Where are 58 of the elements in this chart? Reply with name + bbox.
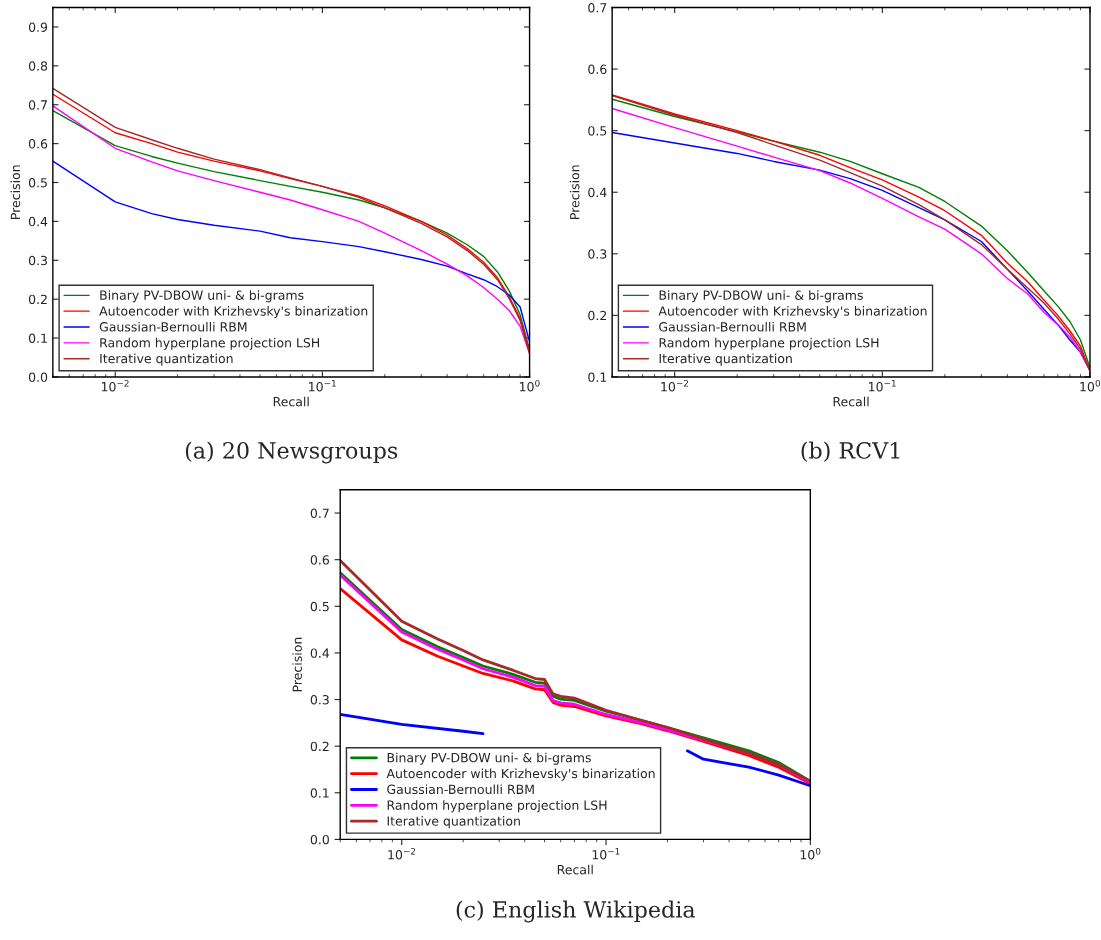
x-tick-label: 10$^{−2}$ bbox=[661, 379, 689, 392]
y-tick-label: 0.5 bbox=[588, 126, 607, 136]
x-tick-label: 10$^{−2}$ bbox=[101, 379, 129, 392]
y-tick-label: 0.5 bbox=[310, 601, 329, 612]
legend-label: Autoencoder with Krizhevsky's binarization bbox=[658, 306, 927, 319]
legend-label: Iterative quantization bbox=[659, 353, 792, 366]
x-axis-title: Recall bbox=[273, 396, 309, 407]
y-tick-label: 0.1 bbox=[28, 333, 47, 343]
legend-label: Binary PV-DBOW uni- & bi-grams bbox=[100, 290, 304, 303]
x-tick-label: 10$^{−1}$ bbox=[869, 380, 896, 392]
legend-label: Binary PV-DBOW uni- & bi-grams bbox=[659, 290, 863, 303]
y-tick-label: 0.3 bbox=[310, 695, 329, 705]
y-tick-label: 0.4 bbox=[28, 216, 48, 227]
legend-label: Gaussian-Bernoulli RBM bbox=[659, 321, 806, 332]
y-axis-title: Precision bbox=[10, 165, 21, 219]
text: (b) RCV1 bbox=[801, 441, 900, 462]
y-tick-label: 0.8 bbox=[28, 61, 48, 71]
y-axis-title: Precision bbox=[292, 637, 302, 692]
legend-label: Random hyperplane projection LSH bbox=[387, 800, 607, 813]
y-tick-label: 0.1 bbox=[310, 788, 329, 798]
y-tick-label: 0.0 bbox=[28, 372, 48, 382]
text: (a) 20 Newsgroups bbox=[185, 441, 398, 464]
legend-label: Binary PV-DBOW uni- & bi-grams bbox=[387, 752, 591, 765]
legend-label: Iterative quantization bbox=[387, 816, 520, 829]
x-axis-title: Recall bbox=[557, 864, 593, 875]
legend-label: Random hyperplane projection LSH bbox=[100, 337, 320, 350]
legend-label: Iterative quantization bbox=[100, 353, 233, 366]
x-tick-label: 10$^{0}$ bbox=[800, 847, 821, 860]
x-tick-label: 10$^{−1}$ bbox=[592, 848, 620, 860]
text: (c) English Wikipedia bbox=[456, 900, 695, 923]
x-axis-title: Recall bbox=[833, 396, 869, 407]
y-tick-label: 0.4 bbox=[310, 648, 330, 658]
legend-label: Autoencoder with Krizhevsky's binarization bbox=[99, 306, 368, 319]
y-tick-label: 0.1 bbox=[588, 372, 607, 382]
y-tick-label: 0.4 bbox=[588, 187, 607, 198]
legend-label: Gaussian-Bernoulli RBM bbox=[99, 321, 247, 332]
y-tick-label: 0.2 bbox=[310, 741, 329, 752]
y-tick-label: 0.6 bbox=[588, 64, 607, 75]
x-tick-label: 10$^{−2}$ bbox=[388, 847, 416, 860]
y-tick-label: 0.2 bbox=[588, 310, 607, 321]
legend-label: Gaussian-Bernoulli RBM bbox=[387, 784, 534, 795]
y-tick-label: 0.7 bbox=[310, 508, 329, 518]
x-tick-label: 10$^{−1}$ bbox=[309, 380, 336, 392]
legend-label: Random hyperplane projection LSH bbox=[659, 337, 879, 350]
y-tick-label: 0.7 bbox=[28, 100, 47, 110]
y-tick-label: 0.9 bbox=[28, 22, 48, 32]
y-tick-label: 0.6 bbox=[28, 139, 48, 149]
y-tick-label: 0.3 bbox=[588, 249, 607, 259]
y-tick-label: 0.3 bbox=[28, 255, 47, 266]
y-axis-title: Precision bbox=[569, 165, 580, 219]
x-tick-label: 10$^{0}$ bbox=[1080, 379, 1100, 392]
y-tick-label: 0.7 bbox=[588, 2, 607, 13]
y-tick-label: 0.5 bbox=[28, 177, 47, 188]
y-tick-label: 0.6 bbox=[310, 555, 330, 565]
y-tick-label: 0.2 bbox=[28, 294, 47, 305]
y-tick-label: 0.0 bbox=[310, 834, 329, 845]
legend-label: Autoencoder with Krizhevsky's binarization bbox=[386, 768, 655, 781]
x-tick-label: 10$^{0}$ bbox=[519, 379, 540, 392]
